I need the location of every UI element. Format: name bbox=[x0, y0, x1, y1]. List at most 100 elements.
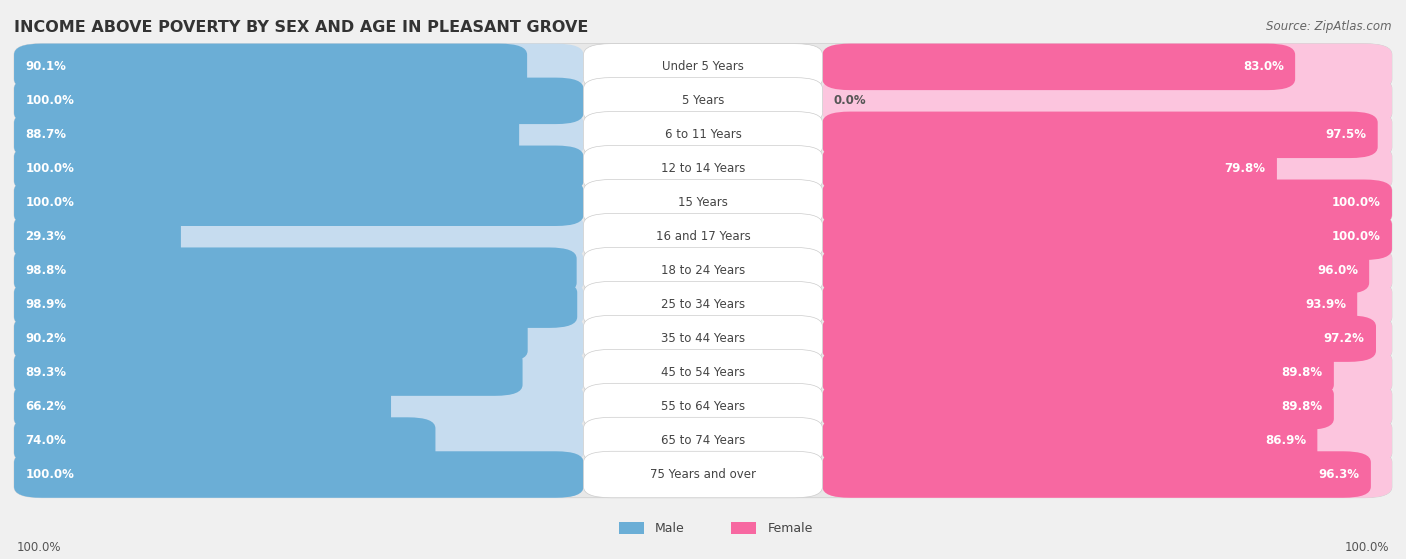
FancyBboxPatch shape bbox=[583, 44, 823, 90]
FancyBboxPatch shape bbox=[14, 44, 583, 90]
Text: 5 Years: 5 Years bbox=[682, 94, 724, 107]
FancyBboxPatch shape bbox=[14, 78, 1392, 124]
Text: Male: Male bbox=[655, 522, 685, 535]
Text: 97.2%: 97.2% bbox=[1324, 332, 1365, 345]
Text: 16 and 17 Years: 16 and 17 Years bbox=[655, 230, 751, 243]
Text: 89.3%: 89.3% bbox=[25, 366, 66, 379]
FancyBboxPatch shape bbox=[823, 214, 1392, 260]
Text: 15 Years: 15 Years bbox=[678, 196, 728, 209]
Text: Female: Female bbox=[768, 522, 813, 535]
Text: 29.3%: 29.3% bbox=[25, 230, 66, 243]
FancyBboxPatch shape bbox=[823, 349, 1334, 396]
FancyBboxPatch shape bbox=[14, 214, 181, 260]
FancyBboxPatch shape bbox=[583, 349, 823, 396]
FancyBboxPatch shape bbox=[14, 44, 527, 90]
FancyBboxPatch shape bbox=[583, 112, 823, 158]
FancyBboxPatch shape bbox=[14, 179, 583, 226]
Text: 65 to 74 Years: 65 to 74 Years bbox=[661, 434, 745, 447]
FancyBboxPatch shape bbox=[14, 418, 436, 464]
FancyBboxPatch shape bbox=[823, 248, 1392, 294]
FancyBboxPatch shape bbox=[14, 281, 578, 328]
FancyBboxPatch shape bbox=[14, 418, 583, 464]
Text: 88.7%: 88.7% bbox=[25, 129, 66, 141]
FancyBboxPatch shape bbox=[823, 383, 1334, 430]
FancyBboxPatch shape bbox=[14, 349, 523, 396]
FancyBboxPatch shape bbox=[583, 383, 823, 430]
FancyBboxPatch shape bbox=[14, 145, 583, 192]
FancyBboxPatch shape bbox=[583, 281, 823, 328]
FancyBboxPatch shape bbox=[823, 349, 1392, 396]
Text: 0.0%: 0.0% bbox=[834, 94, 866, 107]
Text: 18 to 24 Years: 18 to 24 Years bbox=[661, 264, 745, 277]
Text: INCOME ABOVE POVERTY BY SEX AND AGE IN PLEASANT GROVE: INCOME ABOVE POVERTY BY SEX AND AGE IN P… bbox=[14, 20, 589, 35]
FancyBboxPatch shape bbox=[14, 451, 583, 498]
FancyBboxPatch shape bbox=[14, 383, 391, 430]
Text: 93.9%: 93.9% bbox=[1305, 298, 1346, 311]
FancyBboxPatch shape bbox=[14, 349, 583, 396]
FancyBboxPatch shape bbox=[823, 383, 1392, 430]
Text: 100.0%: 100.0% bbox=[25, 196, 75, 209]
Text: 98.8%: 98.8% bbox=[25, 264, 66, 277]
FancyBboxPatch shape bbox=[583, 214, 823, 260]
FancyBboxPatch shape bbox=[14, 281, 1392, 328]
Text: 25 to 34 Years: 25 to 34 Years bbox=[661, 298, 745, 311]
FancyBboxPatch shape bbox=[14, 112, 583, 158]
FancyBboxPatch shape bbox=[14, 281, 583, 328]
FancyBboxPatch shape bbox=[14, 248, 576, 294]
FancyBboxPatch shape bbox=[14, 383, 583, 430]
FancyBboxPatch shape bbox=[583, 418, 823, 464]
Text: 66.2%: 66.2% bbox=[25, 400, 66, 413]
FancyBboxPatch shape bbox=[14, 418, 1392, 464]
Text: 100.0%: 100.0% bbox=[17, 541, 62, 555]
FancyBboxPatch shape bbox=[14, 112, 519, 158]
Text: 96.0%: 96.0% bbox=[1317, 264, 1358, 277]
FancyBboxPatch shape bbox=[14, 315, 583, 362]
FancyBboxPatch shape bbox=[14, 349, 1392, 396]
FancyBboxPatch shape bbox=[823, 451, 1371, 498]
FancyBboxPatch shape bbox=[823, 315, 1376, 362]
Text: 83.0%: 83.0% bbox=[1243, 60, 1284, 73]
Text: 100.0%: 100.0% bbox=[25, 162, 75, 176]
FancyBboxPatch shape bbox=[14, 248, 583, 294]
FancyBboxPatch shape bbox=[14, 383, 1392, 430]
FancyBboxPatch shape bbox=[583, 315, 823, 362]
Text: 35 to 44 Years: 35 to 44 Years bbox=[661, 332, 745, 345]
Text: Under 5 Years: Under 5 Years bbox=[662, 60, 744, 73]
Text: 75 Years and over: 75 Years and over bbox=[650, 468, 756, 481]
FancyBboxPatch shape bbox=[823, 112, 1392, 158]
Text: 97.5%: 97.5% bbox=[1326, 129, 1367, 141]
Text: 98.9%: 98.9% bbox=[25, 298, 66, 311]
FancyBboxPatch shape bbox=[583, 145, 823, 192]
FancyBboxPatch shape bbox=[823, 78, 1392, 124]
FancyBboxPatch shape bbox=[823, 281, 1392, 328]
FancyBboxPatch shape bbox=[583, 78, 823, 124]
FancyBboxPatch shape bbox=[823, 44, 1392, 90]
Text: 74.0%: 74.0% bbox=[25, 434, 66, 447]
Text: 89.8%: 89.8% bbox=[1281, 400, 1323, 413]
FancyBboxPatch shape bbox=[823, 248, 1369, 294]
FancyBboxPatch shape bbox=[14, 214, 583, 260]
FancyBboxPatch shape bbox=[823, 44, 1295, 90]
FancyBboxPatch shape bbox=[823, 315, 1392, 362]
FancyBboxPatch shape bbox=[823, 145, 1277, 192]
FancyBboxPatch shape bbox=[583, 248, 823, 294]
Text: 86.9%: 86.9% bbox=[1265, 434, 1306, 447]
FancyBboxPatch shape bbox=[14, 145, 583, 192]
FancyBboxPatch shape bbox=[14, 179, 583, 226]
FancyBboxPatch shape bbox=[823, 214, 1392, 260]
Text: 100.0%: 100.0% bbox=[25, 468, 75, 481]
FancyBboxPatch shape bbox=[823, 112, 1378, 158]
Text: 100.0%: 100.0% bbox=[1331, 230, 1381, 243]
Text: 89.8%: 89.8% bbox=[1281, 366, 1323, 379]
FancyBboxPatch shape bbox=[14, 451, 1392, 498]
FancyBboxPatch shape bbox=[14, 214, 1392, 260]
FancyBboxPatch shape bbox=[14, 44, 1392, 90]
FancyBboxPatch shape bbox=[823, 418, 1392, 464]
FancyBboxPatch shape bbox=[823, 145, 1392, 192]
FancyBboxPatch shape bbox=[823, 418, 1317, 464]
Text: 12 to 14 Years: 12 to 14 Years bbox=[661, 162, 745, 176]
FancyBboxPatch shape bbox=[14, 315, 527, 362]
FancyBboxPatch shape bbox=[14, 248, 1392, 294]
Text: 79.8%: 79.8% bbox=[1225, 162, 1265, 176]
Text: 96.3%: 96.3% bbox=[1319, 468, 1360, 481]
